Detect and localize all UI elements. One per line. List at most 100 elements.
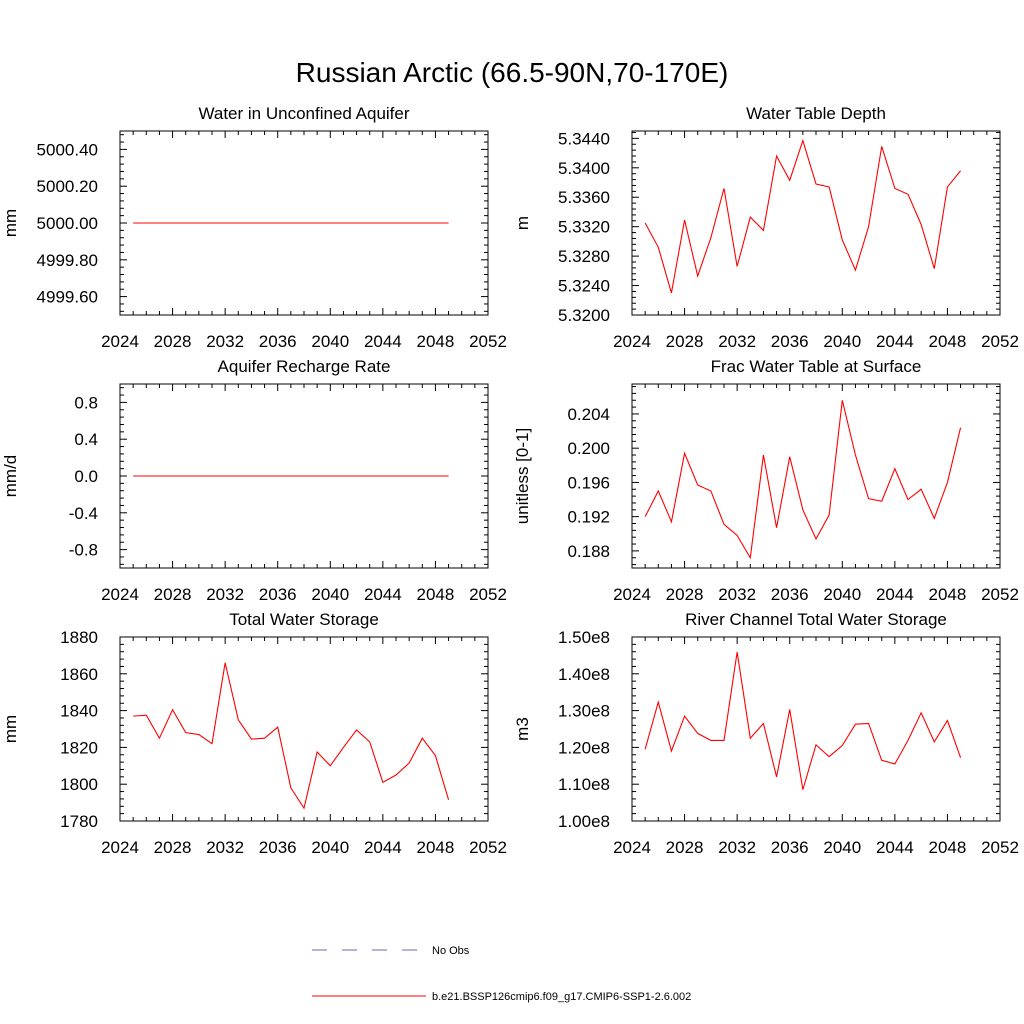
x-tick-label: 2028 — [666, 585, 704, 604]
series-line — [644, 400, 962, 560]
x-tick-label: 2032 — [718, 838, 756, 857]
x-tick-label: 2032 — [718, 585, 756, 604]
y-tick-label: 5000.40 — [37, 140, 98, 159]
x-tick-label: 2032 — [206, 838, 244, 857]
x-tick-label: 2032 — [718, 332, 756, 351]
y-tick-label: -0.8 — [69, 541, 98, 560]
y-tick-label: 4999.80 — [37, 251, 98, 270]
y-tick-label: 1.10e8 — [558, 775, 610, 794]
x-tick-label: 2024 — [613, 332, 651, 351]
x-tick-label: 2044 — [364, 585, 402, 604]
x-tick-label: 2024 — [101, 838, 139, 857]
y-tick-label: -0.4 — [69, 504, 98, 523]
series-line — [644, 652, 962, 790]
x-tick-label: 2040 — [311, 585, 349, 604]
y-tick-label: 1.40e8 — [558, 665, 610, 684]
y-axis-label: unitless [0-1] — [513, 428, 532, 524]
x-tick-label: 2052 — [469, 332, 507, 351]
panel-title: Water in Unconfined Aquifer — [198, 104, 409, 123]
x-tick-label: 2048 — [929, 332, 967, 351]
x-tick-label: 2044 — [876, 838, 914, 857]
panel-title: Frac Water Table at Surface — [711, 357, 922, 376]
x-tick-label: 2036 — [771, 838, 809, 857]
x-tick-label: 2024 — [613, 585, 651, 604]
legend-label-model: b.e21.BSSP126cmip6.f09_g17.CMIP6-SSP1-2.… — [432, 991, 691, 1003]
panel-total-water-storage: Total Water Storage mm 2024 2028 2032 2036 204… — [1, 610, 507, 857]
x-tick-label: 2044 — [364, 332, 402, 351]
x-tick-label: 2032 — [206, 585, 244, 604]
x-tick-label: 2036 — [259, 838, 297, 857]
panels: Water in Unconfined Aquifer mm 2024 2028 203… — [1, 104, 1019, 857]
y-tick-label: 0.0 — [74, 467, 98, 486]
y-tick-label: 1840 — [60, 702, 98, 721]
x-tick-label: 2052 — [469, 838, 507, 857]
series-line — [133, 662, 450, 810]
x-tick-label: 2036 — [259, 585, 297, 604]
y-tick-label: 0.8 — [74, 393, 98, 412]
x-tick-label: 2028 — [154, 838, 192, 857]
y-tick-label: 5.3240 — [558, 277, 610, 296]
panel-water-table-depth: Water Table Depth m 2024 2028 2032 2036 2040 20… — [513, 104, 1019, 351]
x-tick-label: 2044 — [876, 332, 914, 351]
x-tick-label: 2040 — [823, 585, 861, 604]
y-tick-label: 1.30e8 — [558, 702, 610, 721]
x-tick-label: 2040 — [311, 838, 349, 857]
y-axis-label: mm/d — [1, 455, 20, 498]
x-tick-label: 2024 — [613, 838, 651, 857]
x-tick-label: 2036 — [771, 585, 809, 604]
x-tick-label: 2040 — [823, 838, 861, 857]
x-tick-label: 2048 — [417, 332, 455, 351]
y-axis-label: mm — [1, 209, 20, 237]
y-tick-label: 0.188 — [567, 542, 610, 561]
y-tick-label: 1800 — [60, 775, 98, 794]
y-axis-label: m — [513, 216, 532, 230]
x-tick-label: 2048 — [417, 585, 455, 604]
x-tick-label: 2052 — [981, 585, 1019, 604]
y-tick-label: 1.20e8 — [558, 738, 610, 757]
panel-title: River Channel Total Water Storage — [685, 610, 947, 629]
y-tick-label: 4999.60 — [37, 288, 98, 307]
series-line — [644, 138, 961, 294]
panel-aquifer-recharge-rate: Aquifer Recharge Rate mm/d 2024 2028 2032 203… — [1, 357, 507, 604]
x-tick-label: 2024 — [101, 585, 139, 604]
y-tick-label: 5.3280 — [558, 247, 610, 266]
x-tick-label: 2024 — [101, 332, 139, 351]
y-tick-label: 0.204 — [567, 405, 610, 424]
y-tick-label: 5.3320 — [558, 218, 610, 237]
y-tick-label: 5000.20 — [37, 177, 98, 196]
x-tick-label: 2036 — [771, 332, 809, 351]
y-tick-label: 1.50e8 — [558, 628, 610, 647]
panel-title: Water Table Depth — [746, 104, 886, 123]
y-tick-label: 1.00e8 — [558, 812, 610, 831]
x-tick-label: 2028 — [666, 332, 704, 351]
y-tick-label: 5000.00 — [37, 214, 98, 233]
x-tick-label: 2032 — [206, 332, 244, 351]
x-tick-label: 2052 — [981, 332, 1019, 351]
y-tick-label: 5.3360 — [558, 188, 610, 207]
y-tick-label: 1860 — [60, 665, 98, 684]
panel-frac-water-table-at-surface: Frac Water Table at Surface unitless [0-1… — [513, 357, 1019, 604]
y-tick-label: 5.3200 — [558, 306, 610, 325]
legend: No Obs b.e21.BSSP126cmip6.f09_g17.CMIP6-… — [312, 945, 691, 1003]
panel-river-channel-total-water-storage: River Channel Total Water Storage m3 2024 2… — [513, 610, 1019, 857]
panel-title: Aquifer Recharge Rate — [218, 357, 391, 376]
y-tick-label: 0.200 — [567, 439, 610, 458]
x-tick-label: 2048 — [929, 838, 967, 857]
y-axis-label: mm — [1, 715, 20, 743]
figure-title: Russian Arctic (66.5-90N,70-170E) — [296, 57, 729, 88]
y-tick-label: 1780 — [60, 812, 98, 831]
y-tick-label: 0.192 — [567, 508, 610, 527]
x-tick-label: 2036 — [259, 332, 297, 351]
y-tick-label: 1820 — [60, 738, 98, 757]
x-tick-label: 2040 — [823, 332, 861, 351]
panel-water-in-unconfined-aquifer: Water in Unconfined Aquifer mm 2024 2028 203… — [1, 104, 507, 351]
y-tick-label: 1880 — [60, 628, 98, 647]
x-tick-label: 2044 — [364, 838, 402, 857]
x-tick-label: 2040 — [311, 332, 349, 351]
x-tick-label: 2052 — [469, 585, 507, 604]
y-tick-label: 0.196 — [567, 473, 610, 492]
x-tick-label: 2048 — [929, 585, 967, 604]
x-tick-label: 2028 — [154, 332, 192, 351]
x-tick-label: 2048 — [417, 838, 455, 857]
